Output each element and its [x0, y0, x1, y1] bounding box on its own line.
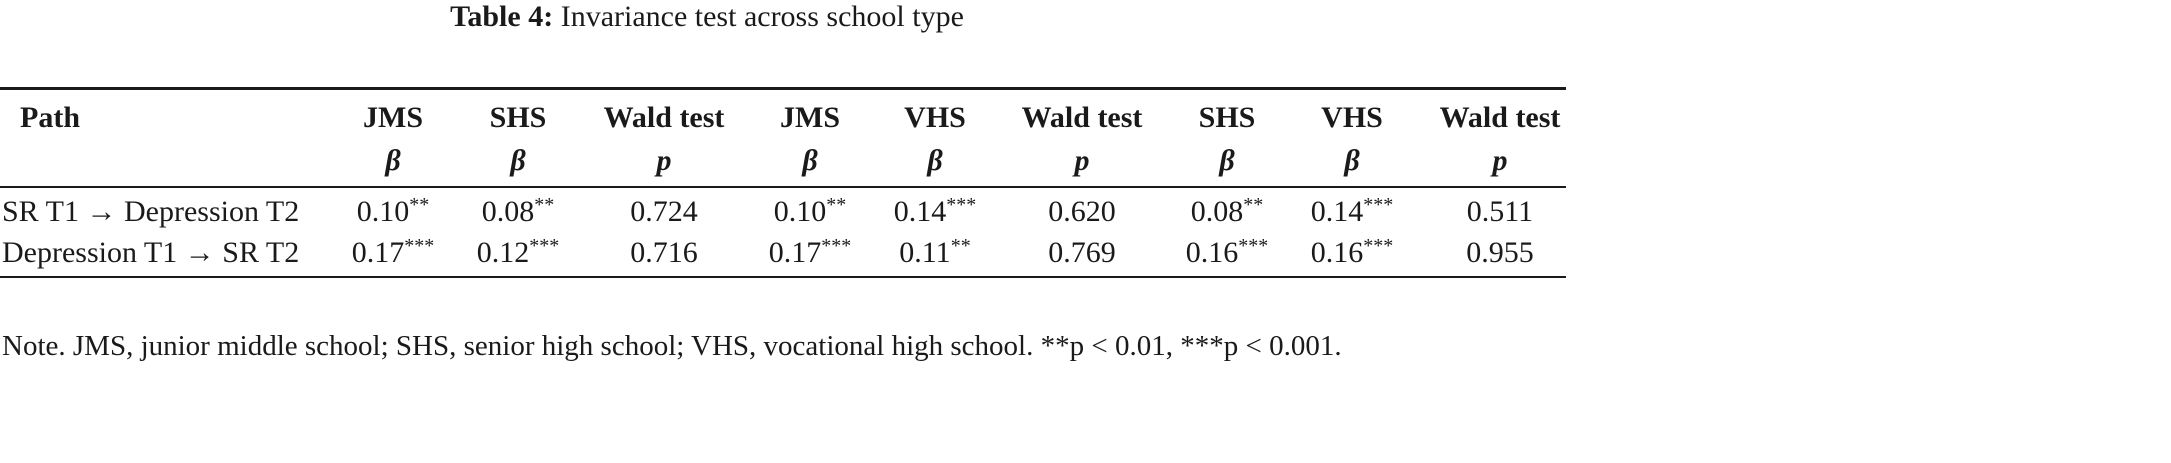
column-header: VHS [904, 101, 966, 134]
significance: *** [529, 235, 560, 257]
caption-label: Table 4: [450, 0, 554, 33]
cell-value: 0.16 [1185, 236, 1239, 269]
column-header: Wald test [1021, 101, 1143, 134]
significance: *** [404, 235, 435, 257]
cell: 0.16*** [1127, 235, 1327, 269]
note: Note. JMS, junior middle school; SHS, se… [2, 330, 1342, 362]
cell-value: 0.17 [351, 236, 405, 269]
significance: *** [1363, 235, 1394, 257]
cell-value: 0.955 [1466, 236, 1534, 269]
cell-value: 0.08 [481, 195, 535, 228]
significance: *** [946, 194, 977, 216]
cell-value: 0.716 [630, 236, 698, 269]
row-label: Depression T1 → SR T2 [2, 236, 300, 269]
cell: 0.511 [1400, 197, 1600, 227]
significance: ** [826, 194, 847, 216]
cell: 0.11** [835, 235, 1035, 269]
significance: ** [409, 194, 430, 216]
cell-value: 0.724 [630, 195, 698, 228]
cell: 0.769 [982, 238, 1182, 268]
significance: *** [821, 235, 852, 257]
cell: 0.10** [293, 194, 493, 228]
column-header: JMS [780, 101, 840, 134]
cell-value: 0.12 [476, 236, 530, 269]
cell: 0.14*** [1252, 194, 1452, 228]
column-subheader: p [656, 144, 672, 177]
column-subheader: β [510, 144, 526, 177]
cell-value: 0.511 [1466, 195, 1534, 228]
significance: ** [534, 194, 555, 216]
cell-value: 0.16 [1310, 236, 1364, 269]
cell: 0.14*** [835, 194, 1035, 228]
top-rule [0, 87, 1566, 90]
column-header: VHS [1321, 101, 1383, 134]
column-header: SHS [1198, 101, 1256, 134]
cell: 0.620 [982, 197, 1182, 227]
column-header: SHS [489, 101, 547, 134]
significance: *** [1363, 194, 1394, 216]
cell: 0.955 [1400, 238, 1600, 268]
cell: 0.08** [1127, 194, 1327, 228]
cell-value: 0.10 [356, 195, 410, 228]
column-subheader: β [927, 144, 943, 177]
cell-value: 0.14 [893, 195, 947, 228]
column-header: Wald test [603, 101, 725, 134]
cell: 0.17*** [293, 235, 493, 269]
caption: Table 4: Invariance test across school t… [0, 2, 1414, 32]
caption-title: Invariance test across school type [560, 0, 964, 33]
significance: ** [950, 235, 971, 257]
cell-value: 0.08 [1190, 195, 1244, 228]
significance: *** [1238, 235, 1269, 257]
column-subheader: β [1344, 144, 1360, 177]
cell: 0.10** [710, 194, 910, 228]
cell: 0.12*** [418, 235, 618, 269]
cell: 0.16*** [1252, 235, 1452, 269]
column-subheader: β [1219, 144, 1235, 177]
cell-value: 0.10 [773, 195, 827, 228]
header-rule [0, 186, 1566, 188]
cell: 0.17*** [710, 235, 910, 269]
bottom-rule [0, 276, 1566, 278]
column-header: Wald test [1439, 101, 1561, 134]
cell-value: 0.14 [1310, 195, 1364, 228]
cell: 0.716 [564, 238, 764, 268]
cell: 0.08** [418, 194, 618, 228]
column-subheader: p [1074, 144, 1090, 177]
significance: ** [1243, 194, 1264, 216]
cell-value: 0.11 [899, 236, 951, 269]
cell-value: 0.769 [1048, 236, 1116, 269]
column-subheader: p [1492, 144, 1508, 177]
column-subheader: β [802, 144, 818, 177]
row-label: SR T1 → Depression T2 [2, 195, 300, 228]
cell-value: 0.17 [768, 236, 822, 269]
column-subheader: β [385, 144, 401, 177]
cell-value: 0.620 [1048, 195, 1116, 228]
cell: 0.724 [564, 197, 764, 227]
column-header: JMS [363, 101, 423, 134]
column-header: Path [20, 101, 80, 134]
